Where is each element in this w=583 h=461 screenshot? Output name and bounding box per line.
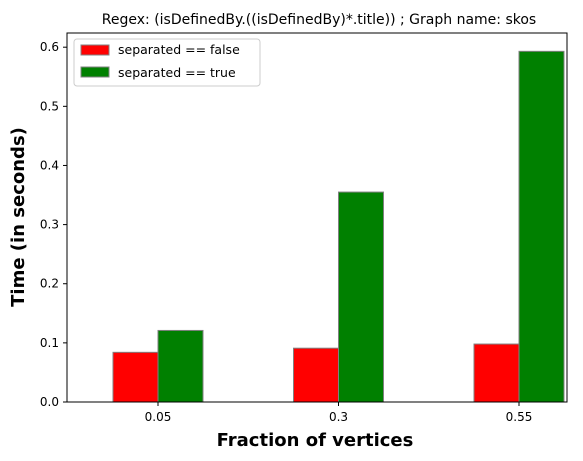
legend-box xyxy=(73,38,261,87)
y-tick-label: 0.0 xyxy=(40,395,59,409)
x-tick-label: 0.55 xyxy=(506,410,533,424)
bar-false-0.3 xyxy=(293,347,339,403)
axes-frame xyxy=(66,32,568,403)
y-tick-label: 0.1 xyxy=(40,336,59,350)
y-tick-label: 0.3 xyxy=(40,218,59,232)
y-tick-label: 0.2 xyxy=(40,277,59,291)
bars-group xyxy=(112,50,565,403)
legend-swatch-false xyxy=(80,44,110,56)
legend-swatch-true xyxy=(80,66,110,78)
legend-label-true: separated == true xyxy=(118,65,236,80)
y-tick-label: 0.6 xyxy=(40,40,59,54)
y-tick-label: 0.4 xyxy=(40,158,59,172)
bar-true-0.3 xyxy=(338,191,384,403)
chart-title: Regex: (isDefinedBy.((isDefinedBy)*.titl… xyxy=(102,12,536,28)
bar-true-0.05 xyxy=(157,329,204,403)
x-tick-label: 0.05 xyxy=(145,410,172,424)
bar-false-0.05 xyxy=(112,351,159,403)
legend: separated == false separated == true xyxy=(73,38,261,87)
plot-area: 0.0 0.1 0.2 0.3 0.4 0.5 0.6 0.05 0.3 0.55 xyxy=(40,32,568,424)
legend-label-false: separated == false xyxy=(118,42,240,57)
y-tick-label: 0.5 xyxy=(40,99,59,113)
y-axis-label: Time (in seconds) xyxy=(8,127,29,307)
bar-true-0.55 xyxy=(518,50,565,403)
y-axis-ticks: 0.0 0.1 0.2 0.3 0.4 0.5 0.6 xyxy=(40,40,67,409)
x-axis-label: Fraction of vertices xyxy=(217,430,414,451)
x-axis-ticks: 0.05 0.3 0.55 xyxy=(145,402,533,424)
x-tick-label: 0.3 xyxy=(329,410,348,424)
bar-false-0.55 xyxy=(473,343,520,403)
